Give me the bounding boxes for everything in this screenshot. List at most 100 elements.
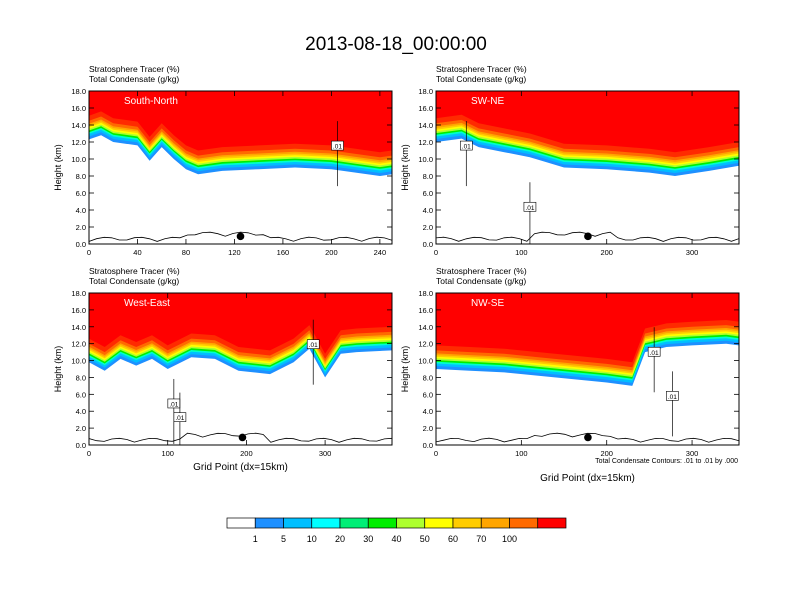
y-axis-label: Height (km) bbox=[400, 346, 410, 393]
y-tick-label: 0.0 bbox=[76, 240, 86, 249]
plot-frame bbox=[435, 292, 740, 446]
y-tick-label: 18.0 bbox=[71, 289, 86, 298]
y-tick-label: 12.0 bbox=[71, 340, 86, 349]
terrain-line bbox=[436, 432, 739, 443]
colorbar-label: 60 bbox=[448, 534, 458, 544]
plot-area bbox=[89, 293, 392, 445]
y-tick-label: 10.0 bbox=[418, 155, 433, 164]
y-tick-label: 18.0 bbox=[418, 289, 433, 298]
y-tick-label: 16.0 bbox=[418, 104, 433, 113]
terrain-line bbox=[436, 231, 739, 242]
x-tick-label: 300 bbox=[319, 449, 332, 458]
plot-frame bbox=[88, 90, 393, 245]
terrain-line bbox=[89, 432, 392, 443]
x-tick-label: 120 bbox=[228, 248, 241, 257]
contour-label: .01 bbox=[650, 350, 659, 357]
colorbar-segment bbox=[452, 517, 482, 529]
y-axis-label: Height (km) bbox=[53, 144, 63, 191]
plot-frame bbox=[435, 90, 740, 245]
y-tick-label: 8.0 bbox=[76, 373, 86, 382]
y-tick-label: 6.0 bbox=[76, 390, 86, 399]
tracer-core bbox=[436, 91, 739, 153]
contour-label-box bbox=[666, 391, 679, 401]
panel-header-line: Stratosphere Tracer (%) bbox=[89, 64, 180, 74]
colorbar-segment bbox=[254, 517, 284, 529]
colorbar-label: 70 bbox=[476, 534, 486, 544]
y-tick-label: 8.0 bbox=[423, 172, 433, 181]
colorbar-segment bbox=[311, 517, 341, 529]
y-tick-label: 4.0 bbox=[423, 206, 433, 215]
x-tick-label: 300 bbox=[686, 449, 699, 458]
colorbar-label: 5 bbox=[281, 534, 286, 544]
x-tick-label: 240 bbox=[374, 248, 387, 257]
x-axis-label: Grid Point (dx=15km) bbox=[193, 462, 288, 473]
x-tick-label: 0 bbox=[87, 248, 91, 257]
y-tick-label: 18.0 bbox=[71, 87, 86, 96]
panel-label: SW-NE bbox=[471, 96, 504, 107]
y-tick-label: 6.0 bbox=[423, 189, 433, 198]
y-tick-label: 8.0 bbox=[76, 172, 86, 181]
colorbar-segment bbox=[396, 517, 426, 529]
panel-label: West-East bbox=[124, 298, 170, 309]
x-tick-label: 0 bbox=[434, 449, 438, 458]
y-tick-label: 12.0 bbox=[71, 138, 86, 147]
panel-header-line: Stratosphere Tracer (%) bbox=[89, 266, 180, 276]
panel-nw-se: Stratosphere Tracer (%)Total Condensate … bbox=[400, 266, 740, 484]
contour-label: .01 bbox=[175, 415, 184, 422]
x-tick-label: 100 bbox=[515, 248, 528, 257]
panel-sw-ne: Stratosphere Tracer (%)Total Condensate … bbox=[400, 64, 740, 257]
x-tick-label: 40 bbox=[133, 248, 141, 257]
location-marker bbox=[236, 232, 245, 241]
y-tick-label: 8.0 bbox=[423, 373, 433, 382]
y-tick-label: 0.0 bbox=[76, 441, 86, 450]
contour-label: .01 bbox=[668, 394, 677, 401]
location-marker bbox=[238, 433, 247, 442]
contour-footnote: Total Condensate Contours: .01 to .01 by… bbox=[595, 458, 738, 465]
y-tick-label: 16.0 bbox=[71, 306, 86, 315]
contour-label: .01 bbox=[525, 205, 534, 212]
x-tick-label: 200 bbox=[325, 248, 338, 257]
y-tick-label: 14.0 bbox=[418, 323, 433, 332]
y-tick-label: 4.0 bbox=[76, 407, 86, 416]
contour-label: .01 bbox=[169, 401, 178, 408]
x-tick-label: 300 bbox=[686, 248, 699, 257]
colorbar-label: 40 bbox=[391, 534, 401, 544]
y-tick-label: 18.0 bbox=[418, 87, 433, 96]
panel-south-north: Stratosphere Tracer (%)Total Condensate … bbox=[53, 64, 393, 257]
y-tick-label: 2.0 bbox=[76, 223, 86, 232]
contour-label: .01 bbox=[333, 144, 342, 151]
panel-header-line: Total Condensate (g/kg) bbox=[89, 276, 179, 286]
y-tick-label: 6.0 bbox=[76, 189, 86, 198]
colorbar-segment bbox=[480, 517, 510, 529]
contour-label-box bbox=[523, 201, 537, 212]
y-tick-label: 6.0 bbox=[423, 390, 433, 399]
panel-header-line: Total Condensate (g/kg) bbox=[89, 74, 179, 84]
tracer-core bbox=[436, 293, 739, 363]
y-tick-label: 14.0 bbox=[71, 121, 86, 130]
y-tick-label: 16.0 bbox=[418, 306, 433, 315]
x-tick-label: 80 bbox=[182, 248, 190, 257]
contour-label-box bbox=[647, 346, 661, 357]
contour-label-box bbox=[306, 339, 320, 349]
location-marker bbox=[584, 433, 592, 442]
contour-label: .01 bbox=[309, 342, 318, 349]
colorbar: 1 5 10 20 30 40 50 60 70 100 bbox=[226, 517, 567, 544]
y-tick-label: 10.0 bbox=[71, 357, 86, 366]
y-tick-label: 0.0 bbox=[423, 441, 433, 450]
panel-header-line: Stratosphere Tracer (%) bbox=[436, 64, 527, 74]
plot-frame bbox=[88, 292, 393, 446]
colorbar-segment bbox=[509, 517, 539, 529]
panel-label: South-North bbox=[124, 96, 178, 107]
x-tick-label: 100 bbox=[161, 449, 174, 458]
panel-header-line: Total Condensate (g/kg) bbox=[436, 276, 526, 286]
x-tick-label: 200 bbox=[600, 248, 613, 257]
terrain-line bbox=[89, 231, 392, 242]
figure-title: 2013-08-18_00:00:00 bbox=[305, 34, 487, 55]
contour-label: .01 bbox=[462, 144, 471, 151]
panel-west-east: Stratosphere Tracer (%)Total Condensate … bbox=[53, 266, 393, 473]
colorbar-segment bbox=[424, 517, 454, 529]
y-tick-label: 4.0 bbox=[76, 206, 86, 215]
colorbar-label: 1 bbox=[253, 534, 258, 544]
colorbar-segment bbox=[283, 517, 313, 529]
y-tick-label: 10.0 bbox=[418, 357, 433, 366]
